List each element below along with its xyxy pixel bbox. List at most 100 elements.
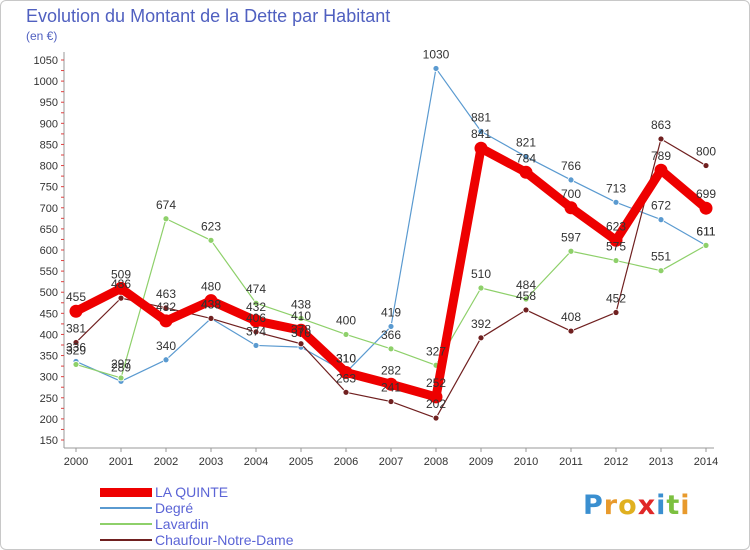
- data-label-degr-: 374: [246, 324, 266, 338]
- data-point-degr-: [657, 216, 665, 224]
- y-tick-label: 650: [40, 224, 58, 236]
- data-point-lavardin: [207, 236, 215, 244]
- data-point-chaufour-notre-dame: [162, 304, 170, 312]
- data-label-lavardin: 438: [291, 297, 311, 311]
- y-tick-label: 350: [40, 351, 58, 363]
- x-tick-label: 2011: [559, 456, 583, 468]
- y-tick-label: 450: [40, 308, 58, 320]
- logo-letter: x: [637, 490, 657, 521]
- legend-label: Degré: [155, 500, 194, 516]
- data-label-degr-: 340: [156, 339, 176, 353]
- data-label-degr-: 370: [291, 326, 311, 340]
- data-label-chaufour-notre-dame: 202: [426, 397, 446, 411]
- data-label-lavardin: 597: [561, 230, 581, 244]
- x-tick-label: 2006: [334, 456, 358, 468]
- data-label-lavardin: 327: [426, 344, 446, 358]
- data-point-lavardin: [297, 314, 305, 322]
- data-label-chaufour-notre-dame: 463: [156, 287, 176, 301]
- data-label-degr-: 419: [381, 305, 401, 319]
- data-point-la-quinte: [609, 233, 623, 247]
- data-label-lavardin: 400: [336, 313, 356, 327]
- data-point-degr-: [387, 323, 395, 330]
- data-point-la-quinte: [519, 165, 533, 179]
- data-label-la-quinte: 784: [516, 151, 536, 165]
- data-label-la-quinte: 432: [246, 300, 266, 314]
- data-label-chaufour-notre-dame: 378: [291, 323, 311, 337]
- data-point-lavardin: [522, 295, 530, 303]
- data-label-la-quinte: 455: [66, 290, 86, 304]
- data-label-la-quinte: 699: [696, 187, 716, 201]
- legend-swatch: [100, 539, 152, 541]
- data-point-lavardin: [657, 267, 665, 275]
- y-tick-label: 550: [40, 266, 58, 278]
- data-label-degr-: 438: [201, 297, 221, 311]
- data-label-chaufour-notre-dame: 241: [381, 381, 401, 395]
- data-label-la-quinte: 841: [471, 127, 491, 141]
- data-label-lavardin: 575: [606, 240, 626, 254]
- data-label-chaufour-notre-dame: 438: [201, 297, 221, 311]
- data-point-chaufour-notre-dame: [342, 388, 350, 396]
- data-label-degr-: 821: [516, 136, 536, 150]
- data-label-chaufour-notre-dame: 392: [471, 317, 491, 331]
- legend-label: Chaufour-Notre-Dame: [155, 532, 294, 548]
- data-label-chaufour-notre-dame: 406: [246, 311, 266, 325]
- y-tick-label: 900: [40, 118, 58, 130]
- data-label-lavardin: 674: [156, 198, 176, 212]
- data-label-lavardin: 297: [111, 357, 131, 371]
- data-point-chaufour-notre-dame: [477, 334, 485, 342]
- data-point-chaufour-notre-dame: [702, 162, 710, 169]
- y-tick-label: 800: [40, 161, 58, 173]
- data-point-lavardin: [162, 215, 170, 223]
- data-label-degr-: 611: [696, 224, 715, 238]
- data-point-la-quinte: [339, 365, 353, 379]
- data-label-degr-: 289: [111, 360, 131, 374]
- data-point-la-quinte: [114, 281, 128, 295]
- data-point-lavardin: [477, 284, 485, 292]
- x-tick-label: 2008: [424, 456, 448, 468]
- data-point-lavardin: [72, 361, 80, 368]
- data-point-la-quinte: [249, 314, 263, 328]
- legend-label: LA QUINTE: [155, 484, 229, 500]
- logo-letter: i: [680, 490, 691, 521]
- logo-letter: i: [656, 490, 667, 521]
- data-label-lavardin: 366: [381, 328, 401, 342]
- data-label-chaufour-notre-dame: 263: [336, 371, 356, 385]
- x-tick-label: 2003: [199, 456, 223, 468]
- x-tick-label: 2014: [694, 456, 718, 468]
- legend-swatch: [100, 507, 152, 509]
- data-label-la-quinte: 252: [426, 376, 446, 390]
- y-tick-label: 250: [40, 393, 58, 405]
- data-label-lavardin: 510: [471, 267, 491, 281]
- data-point-la-quinte: [69, 304, 83, 318]
- data-point-degr-: [477, 127, 485, 135]
- x-tick-label: 2009: [469, 456, 493, 468]
- data-label-degr-: 672: [651, 199, 671, 213]
- x-tick-label: 2012: [604, 456, 628, 468]
- data-point-degr-: [522, 153, 530, 161]
- data-label-chaufour-notre-dame: 486: [111, 277, 131, 291]
- data-label-la-quinte: 282: [381, 363, 401, 377]
- data-point-chaufour-notre-dame: [432, 414, 440, 422]
- x-tick-label: 2005: [289, 456, 313, 468]
- y-tick-label: 500: [40, 287, 58, 299]
- data-point-lavardin: [117, 374, 125, 382]
- data-label-la-quinte: 410: [291, 309, 311, 323]
- data-point-degr-: [432, 65, 440, 72]
- data-point-degr-: [567, 176, 575, 184]
- data-label-lavardin: 484: [516, 278, 536, 292]
- legend-swatch: [100, 487, 152, 497]
- data-point-la-quinte: [699, 201, 713, 215]
- y-tick-label: 1000: [34, 76, 58, 88]
- data-point-la-quinte: [564, 201, 578, 215]
- y-tick-label: 950: [40, 97, 58, 109]
- data-point-chaufour-notre-dame: [72, 339, 80, 346]
- data-label-lavardin: 611: [696, 224, 715, 238]
- data-point-chaufour-notre-dame: [252, 328, 260, 336]
- data-point-lavardin: [387, 345, 395, 353]
- chart-title: Evolution du Montant de la Dette par Hab…: [26, 6, 391, 26]
- x-tick-label: 2002: [154, 456, 178, 468]
- data-point-chaufour-notre-dame: [612, 309, 620, 316]
- logo-letter: r: [603, 490, 619, 521]
- data-label-la-quinte: 623: [606, 219, 626, 233]
- data-point-degr-: [612, 198, 620, 206]
